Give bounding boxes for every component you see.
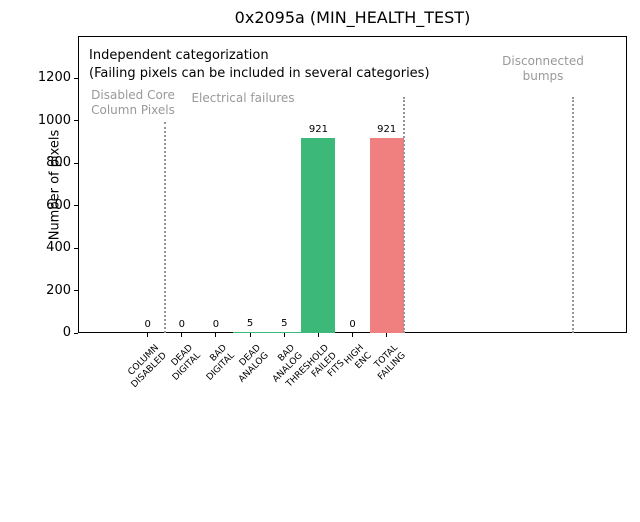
x-tick-mark — [181, 333, 183, 337]
y-tick-label: 1200 — [37, 70, 71, 86]
y-tick-mark — [74, 120, 78, 122]
dotted-separator — [572, 97, 574, 333]
x-tick-mark — [147, 333, 149, 337]
x-tick-mark — [249, 333, 251, 337]
plot-area — [78, 36, 627, 333]
bar — [233, 331, 268, 333]
y-axis-label: Number of pixels — [47, 129, 63, 241]
chart-title: 0x2095a (MIN_HEALTH_TEST) — [234, 8, 471, 27]
y-tick-mark — [74, 290, 78, 292]
annotation-electrical-failures: Electrical failures — [191, 91, 295, 105]
y-tick-label: 1000 — [37, 112, 71, 128]
annotation-categories-note: (Failing pixels can be included in sever… — [89, 66, 430, 81]
y-tick-label: 200 — [46, 282, 71, 298]
bar-value-label: 5 — [281, 317, 288, 329]
annotation-disabled-core-column-pixels: Disabled Core Column Pixels — [91, 88, 175, 117]
y-tick-label: 400 — [46, 240, 71, 256]
y-tick-mark — [74, 77, 78, 79]
y-tick-mark — [74, 205, 78, 207]
y-tick-mark — [74, 332, 78, 334]
bar-value-label: 0 — [178, 319, 186, 330]
bar-value-label: 5 — [246, 317, 254, 329]
x-tick-mark — [283, 333, 285, 337]
dotted-separator — [403, 97, 405, 333]
bar — [301, 137, 336, 333]
bar-value-label: 0 — [212, 319, 220, 330]
x-tick-mark — [352, 333, 354, 337]
annotation-independent-categorization: Independent categorization — [89, 48, 269, 63]
dotted-separator — [164, 122, 166, 333]
bar — [369, 137, 404, 333]
bar-value-label: 921 — [377, 123, 397, 135]
annotation-disconnected-bumps: Disconnected bumps — [502, 54, 584, 83]
y-tick-mark — [74, 247, 78, 249]
bar-value-label: 921 — [308, 123, 328, 135]
y-tick-label: 800 — [46, 155, 71, 171]
y-tick-mark — [74, 162, 78, 164]
bar — [267, 331, 302, 333]
y-tick-label: 0 — [62, 325, 71, 340]
bar-value-label: 0 — [349, 319, 356, 330]
x-tick-mark — [386, 333, 388, 337]
y-tick-label: 600 — [46, 197, 71, 213]
x-tick-mark — [215, 333, 217, 337]
x-tick-mark — [317, 333, 319, 337]
bar-value-label: 0 — [144, 319, 151, 330]
figure: 0x2095a (MIN_HEALTH_TEST) Number of pixe… — [37, 8, 627, 390]
